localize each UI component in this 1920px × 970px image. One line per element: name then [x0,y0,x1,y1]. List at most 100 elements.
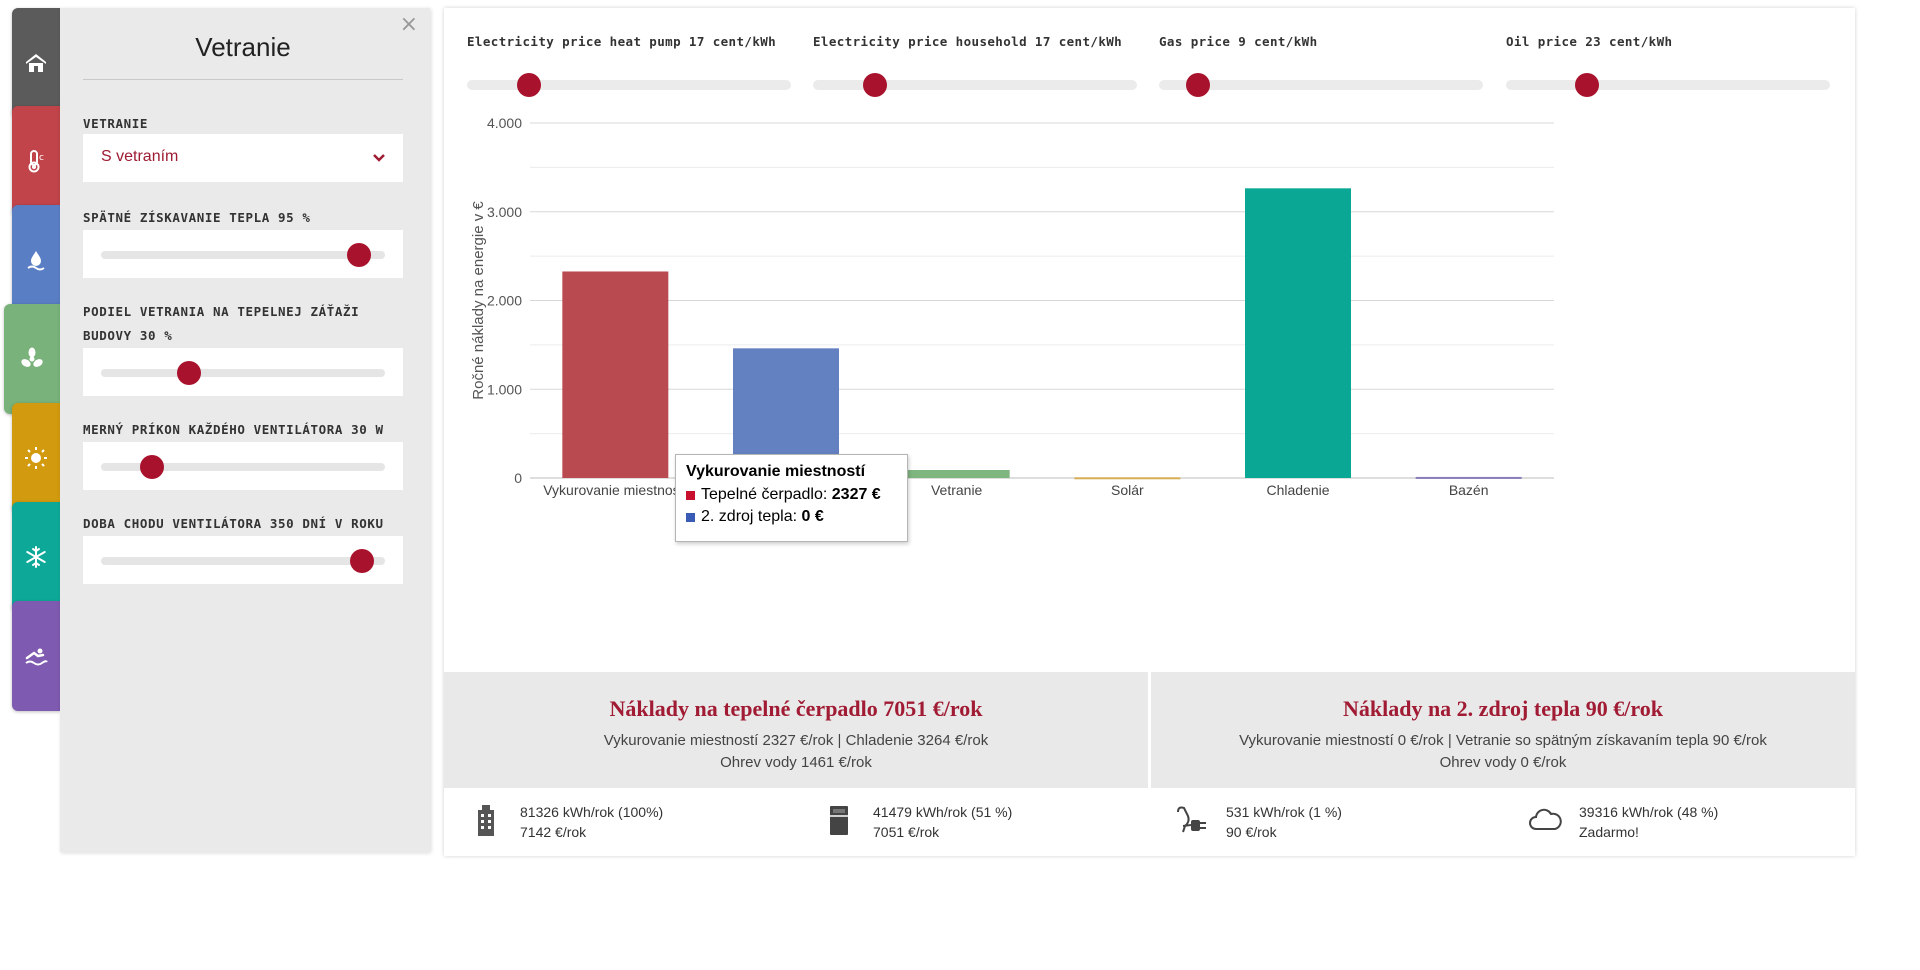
heat-pump-cost-title: Náklady na tepelné čerpadlo 7051 €/rok [609,696,983,721]
slider-track [101,369,385,377]
sun-icon [25,447,47,469]
tooltip-row-heat-pump: Tepelné čerpadlo: 2327 € [686,486,897,504]
y-tick-label: 2.000 [487,293,522,309]
price-oil: Oil price 23 cent/kWh [1506,34,1830,97]
energy-cost-chart: 0 1.000 2.000 3.000 4.000 Ročné náklady na en… [470,115,1554,498]
plug-icon [1177,806,1206,833]
fan-icon [21,347,43,367]
swimmer-icon [25,648,48,666]
heat-pump-cost-detail: Ohrev vody 1461 €/rok [720,754,872,771]
energy-stats: 81326 kWh/rok (100%) 7142 €/rok 41479 kWh… [444,788,1855,856]
bar [562,271,669,478]
chart-tooltip: Vykurovanie miestností Tepelné čerpadlo:… [675,454,908,542]
bar [1074,477,1181,480]
legend-swatch [686,512,695,522]
stat-environment: 39316 kWh/rok (48 %) Zadarmo! [1527,802,1718,842]
tab-solar[interactable] [12,403,60,513]
ventilation-select[interactable]: S vetraním [83,134,403,182]
main-content: Electricity price heat pump 17 cent/kWh … [444,8,1855,856]
ventilation-panel: × Vetranie VETRANIE S vetraním SPÄTNÉ ZÍ… [60,8,430,852]
second-source-cost-detail: Ohrev vody 0 €/rok [1439,754,1567,771]
water-drop-icon [27,251,45,271]
price-household: Electricity price household 17 cent/kWh [813,34,1137,97]
x-tick-label: Vykurovanie miestností [543,482,687,498]
close-icon[interactable]: × [399,12,418,37]
snowflake-icon [26,546,46,568]
heat-recovery-slider[interactable] [83,230,403,278]
stat-cost: Zadarmo! [1579,824,1639,840]
price-slider-track[interactable] [1159,80,1483,90]
tab-cooling[interactable] [12,502,60,612]
tooltip-label: Tepelné čerpadlo: [701,486,832,503]
slider-handle[interactable] [177,361,202,385]
stat-energy: 39316 kWh/rok (48 %) [1579,804,1719,820]
ventilation-select-value: S vetraním [101,148,179,165]
stat-cost: 7051 €/rok [873,824,940,840]
price-slider-track[interactable] [813,80,1137,90]
tab-hot-water[interactable] [12,205,60,315]
tab-pool[interactable] [12,601,60,711]
x-tick-label: Vetranie [931,482,983,498]
slider-handle[interactable] [347,243,372,267]
tooltip-row-second-source: 2. zdroj tepla: 0 € [686,508,897,526]
bar [1415,476,1522,479]
fan-power-slider[interactable] [83,442,403,490]
second-source-cost-title: Náklady na 2. zdroj tepla 90 €/rok [1342,696,1664,721]
heat-pump-icon [830,806,848,835]
tab-building[interactable] [12,8,60,118]
stat-electricity: 531 kWh/rok (1 %) 90 €/rok [1174,802,1342,842]
price-gas: Gas price 9 cent/kWh [1159,34,1483,97]
fan-power-label: MERNÝ PRÍKON KAŽDÉHO VENTILÁTORA 30 W [83,422,384,437]
y-axis-label: Ročné náklady na energie v € [470,201,487,400]
price-slider-track[interactable] [1506,80,1830,90]
tab-ventilation[interactable] [4,304,60,414]
stat-cost: 7142 €/rok [520,824,587,840]
price-label: Electricity price household 17 cent/kWh [813,34,1123,49]
price-heat-pump: Electricity price heat pump 17 cent/kWh [467,34,791,97]
legend-swatch [686,490,695,500]
ventilation-share-slider[interactable] [83,348,403,396]
slider-handle[interactable] [350,549,375,573]
x-tick-label: Chladenie [1266,482,1329,498]
ventilation-share-label: PODIEL VETRANIA NA TEPELNEJ ZÁŤAŽI BUDOV… [83,304,360,343]
building-icon [478,805,494,836]
stat-cost: 90 €/rok [1226,824,1277,840]
cloud-icon [1529,808,1562,830]
price-label: Electricity price heat pump 17 cent/kWh [467,34,777,49]
y-tick-label: 4.000 [487,115,522,131]
price-slider-handle[interactable] [862,73,887,97]
slider-track [101,463,385,471]
second-source-cost-detail: Vykurovanie miestností 0 €/rok | Vetrani… [1239,732,1767,749]
bar [1245,188,1351,478]
tab-heating[interactable]: c [12,106,60,216]
stat-energy: 531 kWh/rok (1 %) [1226,804,1342,820]
y-tick-label: 0 [514,470,522,486]
fan-runtime-label: DOBA CHODU VENTILÁTORA 350 DNÍ V ROKU [83,516,384,531]
stat-energy: 81326 kWh/rok (100%) [520,804,664,820]
slider-handle[interactable] [140,455,165,479]
tooltip-title: Vykurovanie miestností [686,463,866,480]
ventilation-label: VETRANIE [83,116,149,131]
stat-total: 81326 kWh/rok (100%) 7142 €/rok [468,802,663,842]
price-slider-handle[interactable] [1575,73,1599,97]
chevron-down-icon [373,154,385,162]
second-source-summary: Náklady na 2. zdroj tepla 90 €/rok Vykur… [1151,672,1855,788]
price-slider-handle[interactable] [516,73,541,97]
y-tick-label: 3.000 [487,204,522,220]
x-tick-label: Bazén [1449,482,1489,498]
stat-heat-pump: 41479 kWh/rok (51 %) 7051 €/rok [821,802,1012,842]
bar [903,470,1010,478]
thermometer-icon: c [28,150,44,173]
cost-summary: Náklady na tepelné čerpadlo 7051 €/rok V… [444,672,1855,788]
price-label: Gas price 9 cent/kWh [1159,34,1318,49]
heat-recovery-label: SPÄTNÉ ZÍSKAVANIE TEPLA 95 % [83,210,311,225]
y-tick-label: 1.000 [487,381,522,397]
svg-text:c: c [39,153,44,163]
price-slider-handle[interactable] [1185,73,1210,97]
price-slider-track[interactable] [467,80,791,90]
heat-pump-summary: Náklady na tepelné čerpadlo 7051 €/rok V… [444,672,1148,788]
stat-energy: 41479 kWh/rok (51 %) [873,804,1013,820]
price-label: Oil price 23 cent/kWh [1506,34,1673,49]
fan-runtime-slider[interactable] [83,536,403,584]
slider-track [101,557,385,565]
